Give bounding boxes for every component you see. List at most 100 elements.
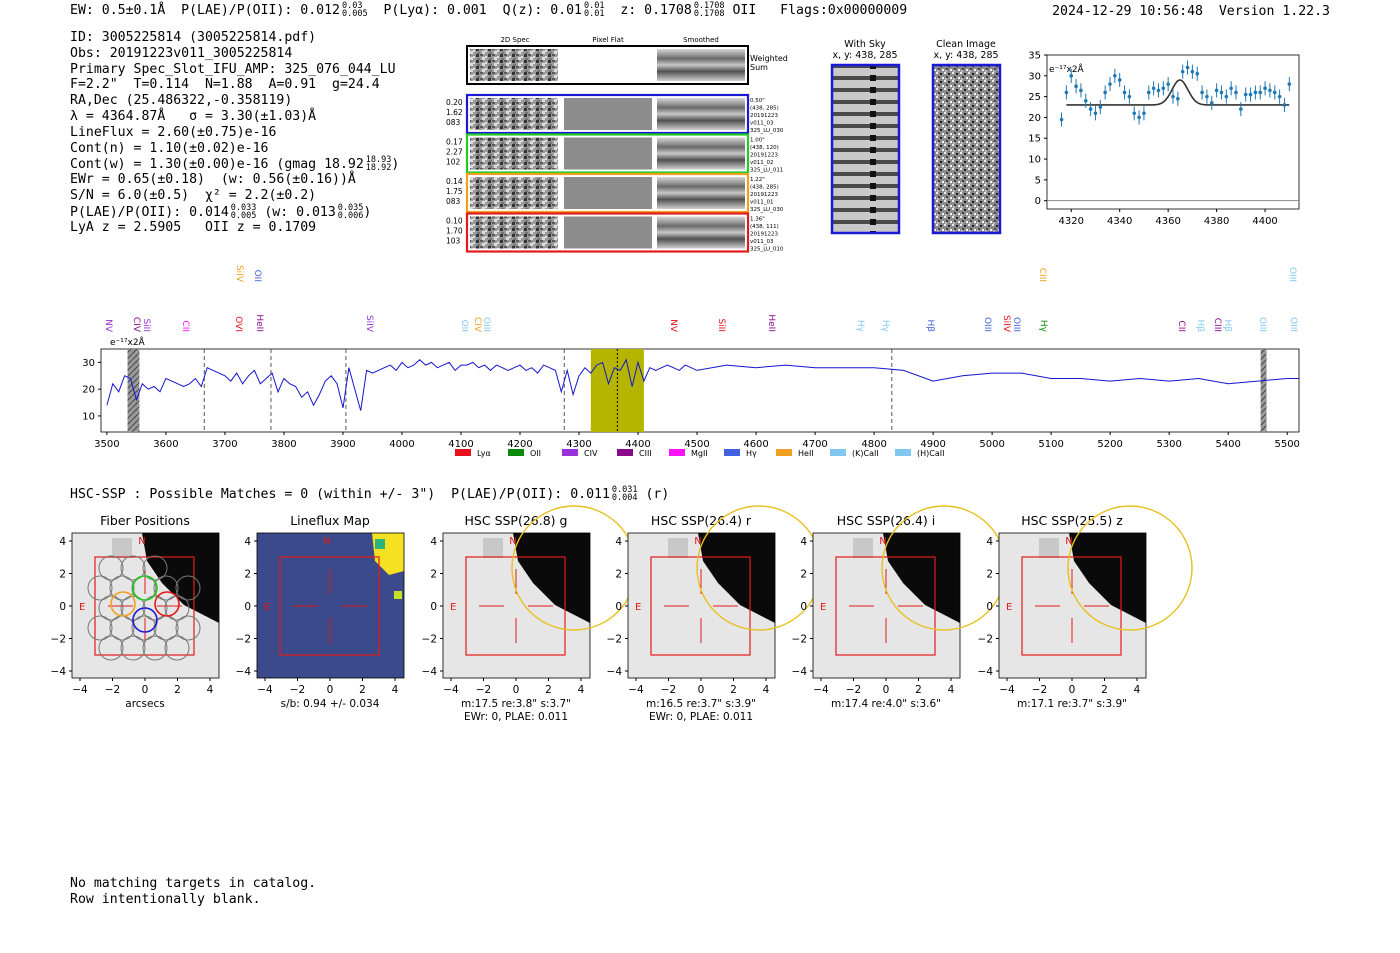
fit-units-label: e⁻¹⁷x2Å [1049, 63, 1085, 75]
fit-data-point [1103, 90, 1107, 95]
header-z-line: OII [732, 3, 757, 18]
hsc-x-tick: 2 [359, 684, 366, 696]
spectral-line-label: HeII [254, 314, 264, 332]
spectral-line-label: Hβ [1222, 319, 1232, 332]
hsc-y-tick: 0 [986, 601, 993, 613]
fit-data-point [1268, 88, 1272, 93]
hsc-x-tick: 2 [545, 684, 552, 696]
fit-x-tick: 4400 [1252, 216, 1277, 227]
hsc-y-tick: 4 [244, 536, 251, 548]
aperture-box [279, 556, 380, 656]
hsc-y-tick: 0 [59, 601, 66, 613]
legend-swatch [724, 449, 740, 456]
cutout-row-stat: 0.14 [446, 177, 463, 186]
hsc-panel-title: Fiber Positions [100, 513, 190, 528]
legend-swatch [508, 449, 524, 456]
fit-data-point [1093, 111, 1098, 116]
fit-data-point [1079, 88, 1083, 93]
fit-data-point [1142, 111, 1146, 116]
info-cont-w: Cont(w) = 1.30(±0.00)e-16 (gmag 18.92 18.… [70, 155, 400, 174]
spectral-line-label: NV [668, 319, 678, 333]
cutout-row-stat: 083 [446, 197, 461, 206]
spectrum-x-tick: 5000 [979, 439, 1004, 450]
fit-data-point [1156, 88, 1161, 93]
fit-y-tick: 25 [1028, 92, 1041, 103]
clean-image-title: Clean Image [936, 39, 996, 50]
spectral-line-label: CIV [472, 317, 482, 333]
aperture-box [1021, 556, 1122, 656]
fit-data-point [1195, 71, 1200, 76]
hsc-x-tick: −4 [999, 684, 1015, 696]
hsc-x-tick: 0 [883, 684, 890, 696]
east-label: E [450, 602, 456, 613]
header-plya: P(Lyα): 0.001 [383, 3, 487, 18]
spectrum-units-label: e⁻¹⁷x2Å [110, 336, 146, 348]
hsc-y-tick: 4 [59, 536, 66, 548]
fit-data-point [1234, 90, 1238, 95]
fit-data-point [1108, 82, 1112, 86]
cutout-header-2dspec: 2D Spec [500, 36, 529, 44]
hsc-y-tick: 0 [615, 601, 622, 613]
hsc-x-tick: −4 [443, 684, 459, 696]
fit-data-point [1282, 103, 1287, 107]
spectrum-x-tick: 4400 [625, 439, 650, 450]
fit-data-point [1209, 101, 1214, 105]
header-flags: Flags:0x00000009 [780, 3, 908, 18]
hsc-panel-1: Lineflux Map N E −4 −4 −2 −2 0 0 2 2 4 4 s/b: 0.94 +/… [236, 513, 405, 710]
legend-label: CIV [584, 449, 598, 458]
fit-data-point [1074, 84, 1078, 89]
north-label: N [694, 536, 701, 547]
hsc-x-tick: −2 [476, 684, 491, 696]
line-fit-chart: e⁻¹⁷x2Å 0 5 10 15 20 25 30 35 4320 4340 4360 4380 44… [1028, 51, 1300, 227]
hsc-y-tick: −4 [236, 666, 252, 678]
fit-plot-frame [1046, 54, 1300, 210]
info-id: ID: 3005225814 (3005225814.pdf) [70, 30, 317, 45]
hsc-x-tick: 4 [578, 684, 585, 696]
fit-data-point [1098, 105, 1103, 109]
spectral-line-label: SiII [141, 318, 151, 332]
hsc-x-tick: −2 [1032, 684, 1047, 696]
weighted-sum-label: Weighted Sum [750, 54, 788, 72]
fiber-circle [164, 635, 190, 661]
hsc-panel-sub: EWr: 0, PLAE: 0.011 [464, 711, 568, 723]
hsc-panel-xlabel: m:17.5 re:3.8" s:3.7" [461, 698, 571, 710]
fit-data-point [1132, 111, 1137, 116]
spectral-line-label: OIII [1011, 317, 1021, 332]
cutout-row-meta: 1.00" [750, 138, 765, 144]
spectral-line-label: Hγ [1038, 320, 1048, 333]
fit-data-point [1253, 90, 1258, 95]
fit-data-point [1088, 107, 1093, 111]
spectrum-x-tick: 4300 [566, 439, 591, 450]
timestamp: 2024-12-29 10:56:48 [1052, 4, 1203, 19]
fiber-circle [153, 575, 179, 601]
hsc-y-tick: 2 [430, 569, 437, 581]
header-plae-range: 0.03 0.005 [341, 1, 368, 19]
cutout-header-smoothed: Smoothed [683, 36, 719, 44]
cutout-row-meta: 325_LU_030 [750, 128, 784, 134]
east-label: E [820, 602, 826, 613]
aperture-box [94, 556, 195, 656]
fit-data-point [1277, 94, 1282, 99]
spectral-line-label: OVI [233, 316, 243, 332]
fit-data-point [1171, 94, 1175, 99]
hsc-x-tick: 0 [513, 684, 520, 696]
spectral-line-label: OII [252, 270, 262, 282]
fit-data-point [1064, 90, 1069, 95]
spectrum-x-tick: 4500 [684, 439, 709, 450]
fiber-circle [142, 635, 168, 661]
hsc-x-tick: 0 [1069, 684, 1076, 696]
fit-data-point [1224, 94, 1229, 99]
fit-x-tick: 4320 [1059, 216, 1084, 227]
spectral-line-label: Hγ [880, 320, 890, 333]
hsc-panel-3: HSC SSP(26.4) r N E −4 −4 −2 −2 0 0 2 2 4 4 m:16.5 re… [607, 505, 822, 723]
hsc-y-tick: −2 [51, 634, 66, 646]
cutout-row-meta: 1.36" [750, 217, 765, 223]
cutout-row-meta: 1.22" [750, 177, 765, 183]
fit-data-point [1243, 92, 1248, 97]
spectrum-x-tick: 5300 [1156, 439, 1181, 450]
cutout-row-meta: v011_03 [750, 121, 774, 127]
info-cont-n: Cont(n) = 1.10(±0.02)e-16 [70, 140, 269, 156]
spectral-line-label: NV [103, 319, 113, 333]
east-label: E [264, 602, 270, 613]
